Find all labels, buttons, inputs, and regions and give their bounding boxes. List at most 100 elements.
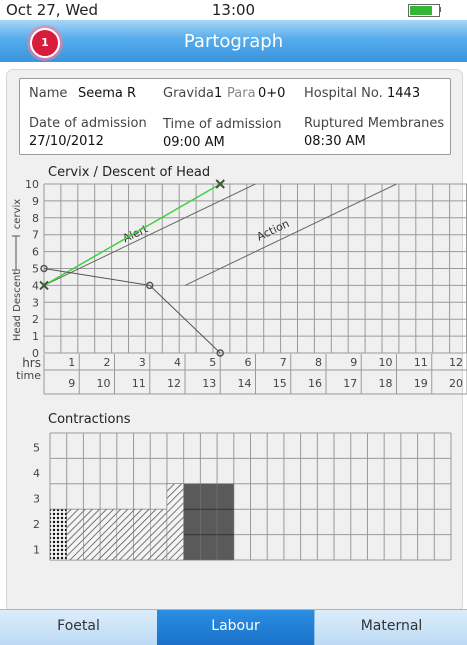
contraction-bar bbox=[150, 508, 168, 561]
time-tick-label: 14 bbox=[238, 377, 252, 390]
contraction-bar bbox=[83, 508, 101, 561]
contraction-bar bbox=[66, 508, 84, 561]
y-axis-head-label: Head Descent bbox=[12, 271, 23, 341]
para-value: 0+0 bbox=[258, 86, 286, 101]
tab-foetal[interactable]: Foetal bbox=[0, 609, 157, 645]
time-tick-label: 16 bbox=[308, 377, 322, 390]
app-header: Partograph bbox=[0, 20, 467, 62]
hrs-tick-label: 3 bbox=[139, 356, 146, 369]
hrs-tick-label: 6 bbox=[245, 356, 252, 369]
bottom-tab-bar: Foetal Labour Maternal bbox=[0, 609, 467, 645]
time-tick-label: 13 bbox=[202, 377, 216, 390]
status-date: Oct 27, Wed bbox=[6, 1, 99, 19]
hrs-tick-label: 12 bbox=[449, 356, 463, 369]
patient-info-card: Name Seema R Gravida 1 Para 0+0 Hospital… bbox=[19, 78, 451, 155]
admission-date-label: Date of admission bbox=[29, 116, 147, 131]
contractions-title: Contractions bbox=[48, 412, 131, 427]
contraction-y-tick: 4 bbox=[33, 467, 40, 480]
gravida-label: Gravida bbox=[163, 86, 214, 101]
hrs-tick-label: 4 bbox=[174, 356, 181, 369]
para-label: Para bbox=[227, 86, 256, 101]
hrs-tick-label: 2 bbox=[104, 356, 111, 369]
y-tick-label: 8 bbox=[32, 212, 39, 225]
y-tick-label: 6 bbox=[32, 246, 39, 259]
notification-badge[interactable]: 1 bbox=[30, 28, 60, 58]
battery-level bbox=[410, 6, 433, 15]
hrs-tick-label: 11 bbox=[414, 356, 428, 369]
contraction-bar bbox=[49, 508, 67, 561]
page-title: Partograph bbox=[183, 31, 284, 52]
contraction-bar bbox=[200, 483, 218, 561]
cervix-marker-stroke bbox=[215, 179, 225, 189]
cervix-marker-stroke bbox=[39, 280, 49, 291]
gravida-value: 1 bbox=[214, 86, 223, 101]
hrs-tick-label: 8 bbox=[315, 356, 322, 369]
cervix-point bbox=[215, 179, 225, 189]
y-axis-cervix-label: cervix bbox=[12, 199, 23, 229]
admission-time-label: Time of admission bbox=[163, 117, 282, 132]
time-tick-label: 20 bbox=[449, 377, 463, 390]
hrs-tick-label: 9 bbox=[350, 356, 357, 369]
hrs-tick-label: 1 bbox=[68, 356, 75, 369]
cervix-series-line bbox=[43, 183, 221, 287]
hospital-number: 1443 bbox=[387, 86, 421, 101]
hrs-tick-label: 10 bbox=[379, 356, 393, 369]
contraction-y-tick: 3 bbox=[33, 493, 40, 506]
action-line bbox=[184, 183, 397, 286]
descent-series-line bbox=[43, 268, 150, 286]
time-axis-label: time bbox=[16, 369, 41, 382]
tab-labour[interactable]: Labour bbox=[157, 609, 314, 645]
time-tick-label: 17 bbox=[343, 377, 357, 390]
hrs-axis-label: hrs bbox=[22, 356, 41, 370]
y-tick-label: 4 bbox=[32, 279, 39, 292]
time-tick-label: 19 bbox=[414, 377, 428, 390]
contraction-y-tick: 2 bbox=[33, 518, 40, 531]
contraction-y-tick: 5 bbox=[33, 442, 40, 455]
y-tick-label: 5 bbox=[32, 263, 39, 276]
patient-name: Seema R bbox=[78, 86, 137, 101]
descent-point bbox=[146, 281, 154, 290]
y-tick-label: 0 bbox=[32, 347, 39, 360]
battery-nub bbox=[439, 7, 441, 12]
contractions-chart[interactable]: 1 2 3 4 5 bbox=[0, 420, 467, 570]
admission-time: 09:00 AM bbox=[163, 135, 225, 150]
contraction-bar bbox=[166, 483, 184, 561]
contraction-bar bbox=[99, 508, 118, 561]
y-tick-label: 7 bbox=[32, 229, 39, 242]
contraction-bar bbox=[183, 483, 201, 561]
descent-series-line bbox=[149, 285, 221, 354]
time-tick-label: 11 bbox=[132, 377, 146, 390]
contraction-bar bbox=[133, 508, 151, 561]
descent-point bbox=[216, 349, 224, 357]
y-tick-label: 10 bbox=[25, 178, 39, 191]
status-bar: Oct 27, Wed 13:00 bbox=[0, 0, 467, 20]
time-tick-label: 18 bbox=[379, 377, 393, 390]
contraction-bar bbox=[116, 508, 134, 561]
cervix-chart-title: Cervix / Descent of Head bbox=[48, 165, 211, 180]
alert-line bbox=[43, 183, 256, 286]
y-tick-label: 2 bbox=[32, 313, 39, 326]
time-tick-label: 9 bbox=[68, 377, 75, 390]
time-tick-label: 10 bbox=[97, 377, 111, 390]
admission-date: 27/10/2012 bbox=[29, 134, 104, 149]
battery-icon bbox=[408, 4, 440, 17]
y-tick-label: 1 bbox=[32, 330, 39, 343]
cervix-grid bbox=[43, 183, 467, 354]
contraction-bar bbox=[216, 483, 235, 561]
ruptured-time: 08:30 AM bbox=[304, 134, 366, 149]
hrs-tick-label: 5 bbox=[209, 356, 216, 369]
y-tick-label: 3 bbox=[32, 296, 39, 309]
cervix-point bbox=[39, 280, 49, 291]
y-tick-label: 9 bbox=[32, 195, 39, 208]
descent-point bbox=[40, 264, 48, 273]
action-label: Action bbox=[255, 217, 292, 244]
status-time: 13:00 bbox=[211, 1, 256, 19]
time-tick-label: 12 bbox=[167, 377, 181, 390]
tab-maternal[interactable]: Maternal bbox=[314, 609, 467, 645]
ruptured-label: Ruptured Membranes bbox=[304, 116, 445, 131]
hospital-label: Hospital No. bbox=[304, 86, 383, 101]
contraction-y-tick: 1 bbox=[33, 543, 40, 556]
name-label: Name bbox=[29, 86, 68, 101]
hrs-tick-label: 7 bbox=[280, 356, 287, 369]
